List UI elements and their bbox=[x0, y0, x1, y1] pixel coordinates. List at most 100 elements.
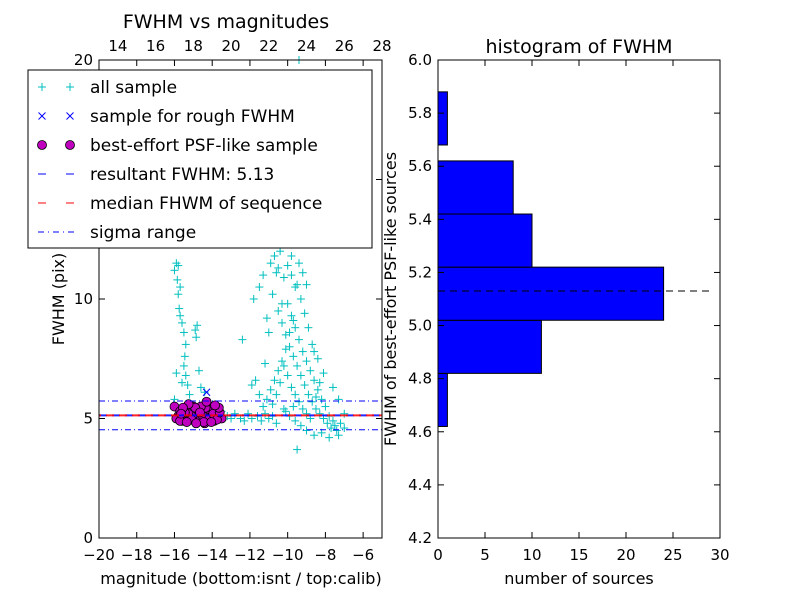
plus-marker bbox=[291, 323, 300, 332]
plus-marker bbox=[315, 378, 324, 387]
plus-marker bbox=[266, 259, 275, 268]
legend-entry: median FHWM of sequence bbox=[38, 194, 322, 214]
plus-marker bbox=[66, 83, 74, 91]
plus-marker bbox=[283, 299, 292, 308]
plus-marker bbox=[294, 397, 303, 406]
plus-marker bbox=[311, 392, 320, 401]
plus-marker bbox=[174, 261, 183, 270]
circle-marker bbox=[181, 417, 192, 427]
scatter-x-label: magnitude (bottom:isnt / top:calib) bbox=[100, 569, 381, 588]
hist-y-tick-label: 5.2 bbox=[408, 263, 432, 281]
plus-marker bbox=[310, 431, 319, 440]
plus-marker bbox=[193, 321, 202, 330]
circle-marker bbox=[191, 418, 202, 429]
plus-marker bbox=[298, 347, 307, 356]
plus-marker bbox=[283, 261, 292, 270]
plus-marker bbox=[170, 266, 179, 275]
plus-marker bbox=[274, 263, 283, 272]
plus-marker bbox=[278, 357, 287, 366]
plus-marker bbox=[255, 390, 264, 399]
hist-y-tick-label: 5.0 bbox=[408, 317, 432, 335]
plus-marker bbox=[313, 385, 322, 394]
histogram-x-label: number of sources bbox=[504, 569, 654, 588]
x-b bbox=[66, 112, 74, 120]
histogram-title: histogram of FWHM bbox=[485, 36, 672, 58]
legend-label: sigma range bbox=[90, 223, 196, 243]
hist-x-tick-label: 25 bbox=[663, 546, 682, 564]
plus-marker bbox=[178, 378, 187, 387]
plus-marker bbox=[191, 326, 200, 335]
plus-marker bbox=[304, 390, 313, 399]
histogram-panel: histogram of FWHM 0 5 10 15 20 25 30 4.2 4.4 4.6 4… bbox=[381, 36, 730, 588]
plus-marker bbox=[304, 323, 313, 332]
plus-marker bbox=[334, 431, 343, 440]
plus-marker bbox=[38, 83, 46, 91]
plus-marker bbox=[289, 352, 298, 361]
plus-marker bbox=[276, 378, 285, 387]
plus-marker bbox=[296, 295, 305, 303]
circle-marker bbox=[65, 140, 75, 150]
hist-x-tick-label: 15 bbox=[569, 546, 588, 564]
plus-marker bbox=[181, 371, 190, 380]
plus-marker bbox=[340, 424, 349, 433]
plus-marker bbox=[313, 354, 322, 363]
circle-marker bbox=[37, 140, 47, 150]
plus-marker bbox=[306, 366, 315, 375]
plus-marker bbox=[238, 335, 247, 344]
x-marker bbox=[202, 388, 211, 397]
legend-label: resultant FWHM: 5.13 bbox=[90, 165, 274, 185]
plus-marker bbox=[279, 361, 288, 370]
plus-marker bbox=[172, 369, 181, 378]
hist-y-tick-label: 5.8 bbox=[408, 104, 432, 122]
plus-marker bbox=[302, 357, 311, 366]
x-marker bbox=[66, 112, 74, 120]
hist-x-tick-label: 20 bbox=[616, 546, 635, 564]
scatter-panel: FWHM vs magnitudes −20 −18 −16 −14 −12 −10 −8−… bbox=[27, 11, 392, 588]
circle-marker bbox=[206, 417, 217, 427]
plus-marker bbox=[289, 402, 298, 411]
plus-marker bbox=[287, 383, 296, 392]
hist-y-tick-label: 5.6 bbox=[408, 157, 432, 175]
histogram-axes: 0 5 10 15 20 25 30 4.2 4.4 4.6 4.8 5.0 5.2 5.4 5.6 5.8 6… bbox=[408, 51, 729, 564]
plus-marker bbox=[179, 361, 188, 370]
histogram-bar bbox=[437, 266, 665, 321]
plus-marker bbox=[272, 419, 281, 428]
plus-marker bbox=[330, 421, 339, 430]
bottom-tick-label: −6 bbox=[352, 546, 374, 564]
legend: all sample sample for rough FWHM best-effo… bbox=[27, 69, 373, 249]
top-tick-label: 24 bbox=[297, 37, 316, 55]
plus-marker bbox=[181, 340, 190, 349]
legend-entry: sample for rough FWHM bbox=[38, 107, 295, 127]
plus-marker bbox=[298, 268, 307, 277]
plus-marker bbox=[259, 271, 268, 280]
plus-marker bbox=[293, 280, 302, 289]
hist-y-tick-label: 5.4 bbox=[408, 210, 432, 228]
histogram-bar bbox=[437, 91, 448, 146]
x-b bbox=[202, 388, 211, 397]
plus-marker bbox=[298, 404, 307, 413]
hist-x-tick-label: 5 bbox=[480, 546, 490, 564]
histogram-bar bbox=[437, 372, 448, 427]
x-marker bbox=[38, 112, 46, 120]
scatter-axes: −20 −18 −16 −14 −12 −10 −8 −6 14 16 18 20 22 24 26 28 0 5… bbox=[74, 37, 392, 564]
plus-marker bbox=[276, 247, 285, 256]
plus-marker bbox=[328, 383, 337, 392]
legend-label: best-effort PSF-like sample bbox=[90, 136, 318, 156]
plus-marker bbox=[294, 335, 303, 344]
legend-entry: best-effort PSF-like sample bbox=[37, 136, 318, 156]
histogram-bar bbox=[437, 319, 542, 374]
plus-marker bbox=[173, 275, 182, 284]
legend-entry: all sample bbox=[38, 78, 177, 98]
histogram-bar bbox=[437, 213, 533, 268]
left-tick-label: 10 bbox=[74, 290, 93, 308]
plus-marker bbox=[321, 402, 330, 411]
plus-marker bbox=[262, 395, 271, 404]
plus-marker bbox=[268, 290, 277, 299]
plus-marker bbox=[296, 371, 305, 380]
top-tick-label: 20 bbox=[222, 37, 241, 55]
plus-marker bbox=[274, 366, 283, 375]
plus-marker bbox=[332, 426, 341, 435]
plus-marker bbox=[300, 309, 309, 318]
plus-marker bbox=[296, 421, 305, 430]
